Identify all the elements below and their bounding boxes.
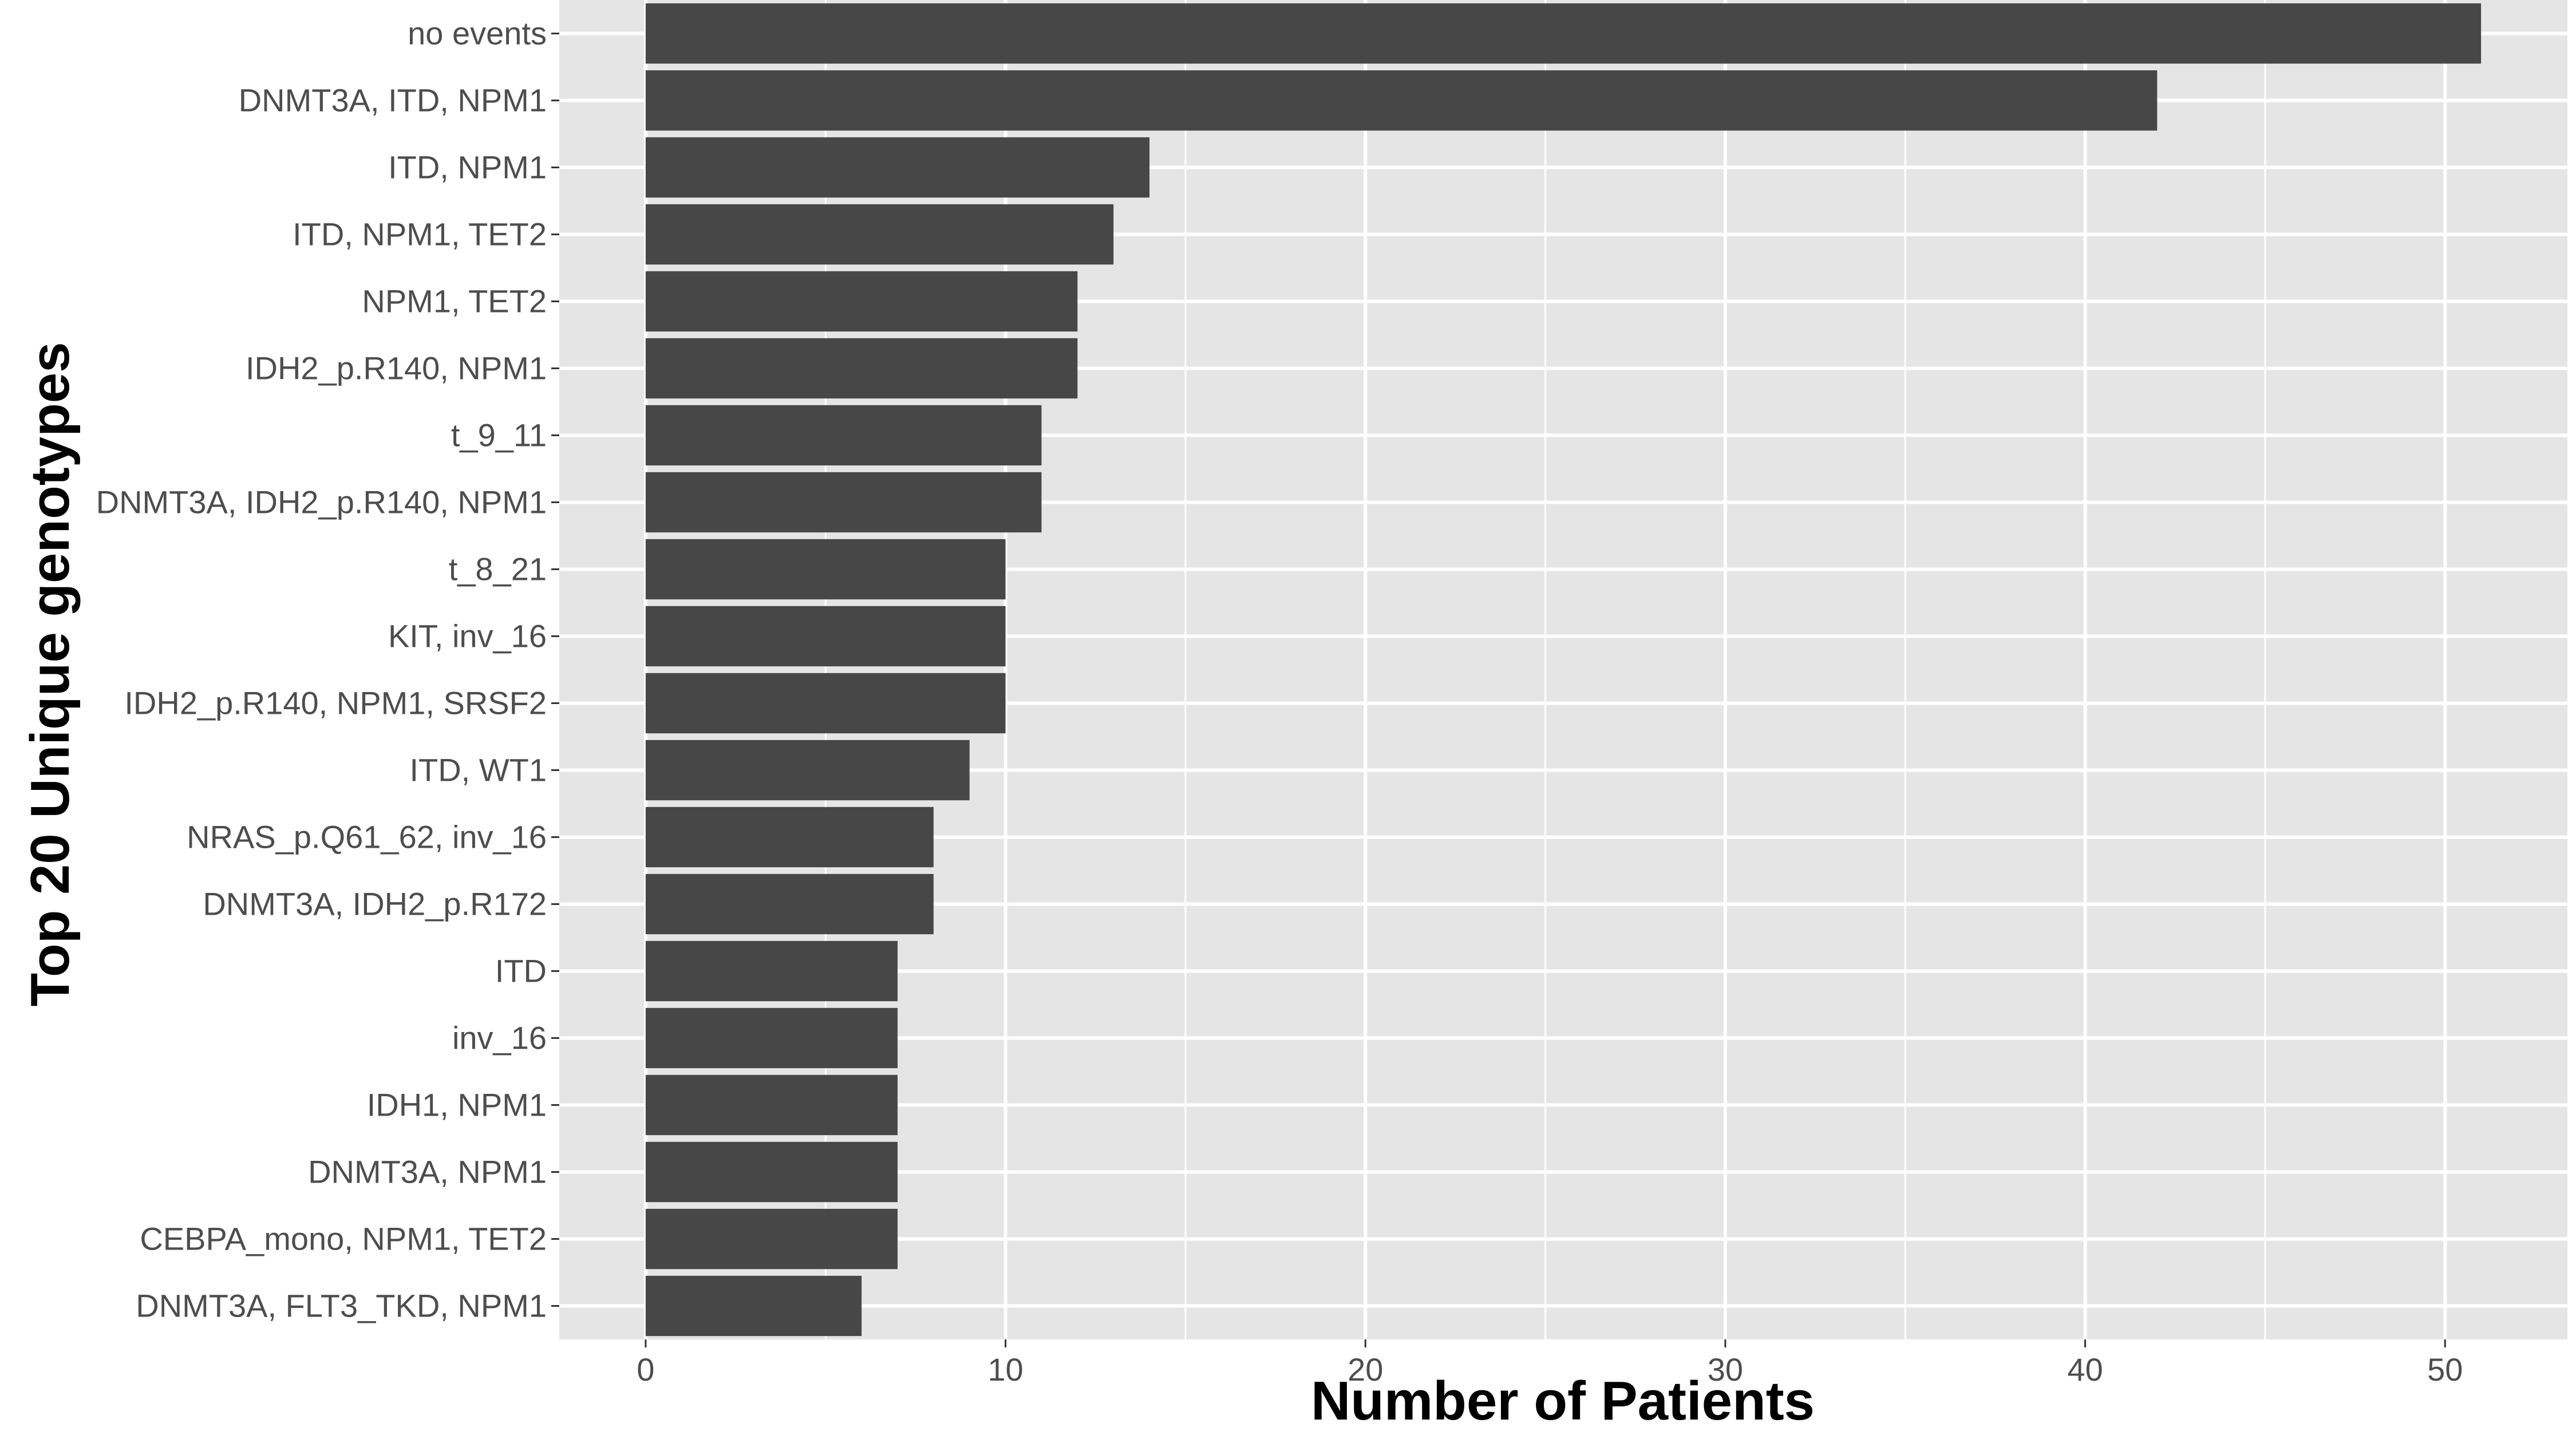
y-tick-label: CEBPA_mono, NPM1, TET2 xyxy=(140,1221,547,1257)
y-tick-label: DNMT3A, IDH2_p.R140, NPM1 xyxy=(96,484,547,520)
bar xyxy=(645,539,1006,600)
bar xyxy=(645,740,970,801)
bar xyxy=(645,472,1042,533)
y-tick-label: ITD xyxy=(495,953,547,989)
bar xyxy=(645,1208,898,1270)
x-tick-label: 20 xyxy=(1348,1351,1383,1387)
bar xyxy=(645,606,1006,667)
y-axis-title: Top 20 Unique genotypes xyxy=(19,342,81,1007)
y-tick-label: no events xyxy=(408,15,547,52)
x-tick-label: 0 xyxy=(637,1351,654,1387)
x-tick-label: 50 xyxy=(2427,1351,2463,1387)
y-axis: no events DNMT3A, ITD, NPM1 ITD, NPM1 ITD, … xyxy=(96,15,559,1324)
bar xyxy=(645,271,1078,332)
y-tick-label: DNMT3A, ITD, NPM1 xyxy=(239,82,547,118)
bar xyxy=(645,1275,862,1337)
bar xyxy=(645,338,1078,399)
y-tick-label: IDH2_p.R140, NPM1, SRSF2 xyxy=(124,685,547,721)
plot-panel xyxy=(559,0,2567,1339)
y-tick-label: KIT, inv_16 xyxy=(388,618,547,654)
y-tick-label: DNMT3A, FLT3_TKD, NPM1 xyxy=(136,1288,547,1324)
x-axis-title: Number of Patients xyxy=(1311,1370,1815,1431)
y-tick-label: NPM1, TET2 xyxy=(362,283,547,319)
y-tick-label: t_8_21 xyxy=(449,551,547,587)
bar xyxy=(645,204,1114,265)
x-tick-label: 40 xyxy=(2067,1351,2103,1387)
y-tick-label: IDH2_p.R140, NPM1 xyxy=(246,350,547,386)
bar xyxy=(645,1074,898,1136)
y-tick-label: ITD, NPM1 xyxy=(388,149,547,185)
bar xyxy=(645,1141,898,1203)
bar xyxy=(645,70,2158,131)
bar xyxy=(645,3,2482,64)
bar xyxy=(645,807,934,868)
x-axis: 0 10 20 30 40 50 xyxy=(637,1339,2463,1387)
bars xyxy=(645,3,2482,1337)
y-tick-label: DNMT3A, IDH2_p.R172 xyxy=(203,886,547,922)
y-tick-label: NRAS_p.Q61_62, inv_16 xyxy=(187,819,547,855)
x-tick-label: 10 xyxy=(987,1351,1023,1387)
y-tick-label: inv_16 xyxy=(452,1020,547,1056)
y-tick-label: DNMT3A, NPM1 xyxy=(308,1154,547,1190)
y-tick-label: ITD, WT1 xyxy=(409,752,547,788)
bar xyxy=(645,405,1042,466)
y-tick-label: ITD, NPM1, TET2 xyxy=(293,216,547,252)
y-tick-label: t_9_11 xyxy=(451,417,547,453)
y-tick-label: IDH1, NPM1 xyxy=(367,1087,547,1123)
x-tick-label: 30 xyxy=(1708,1351,1743,1387)
bar xyxy=(645,1007,898,1069)
bar xyxy=(645,137,1150,198)
bar xyxy=(645,940,898,1002)
bar xyxy=(645,873,934,935)
bar xyxy=(645,673,1006,734)
